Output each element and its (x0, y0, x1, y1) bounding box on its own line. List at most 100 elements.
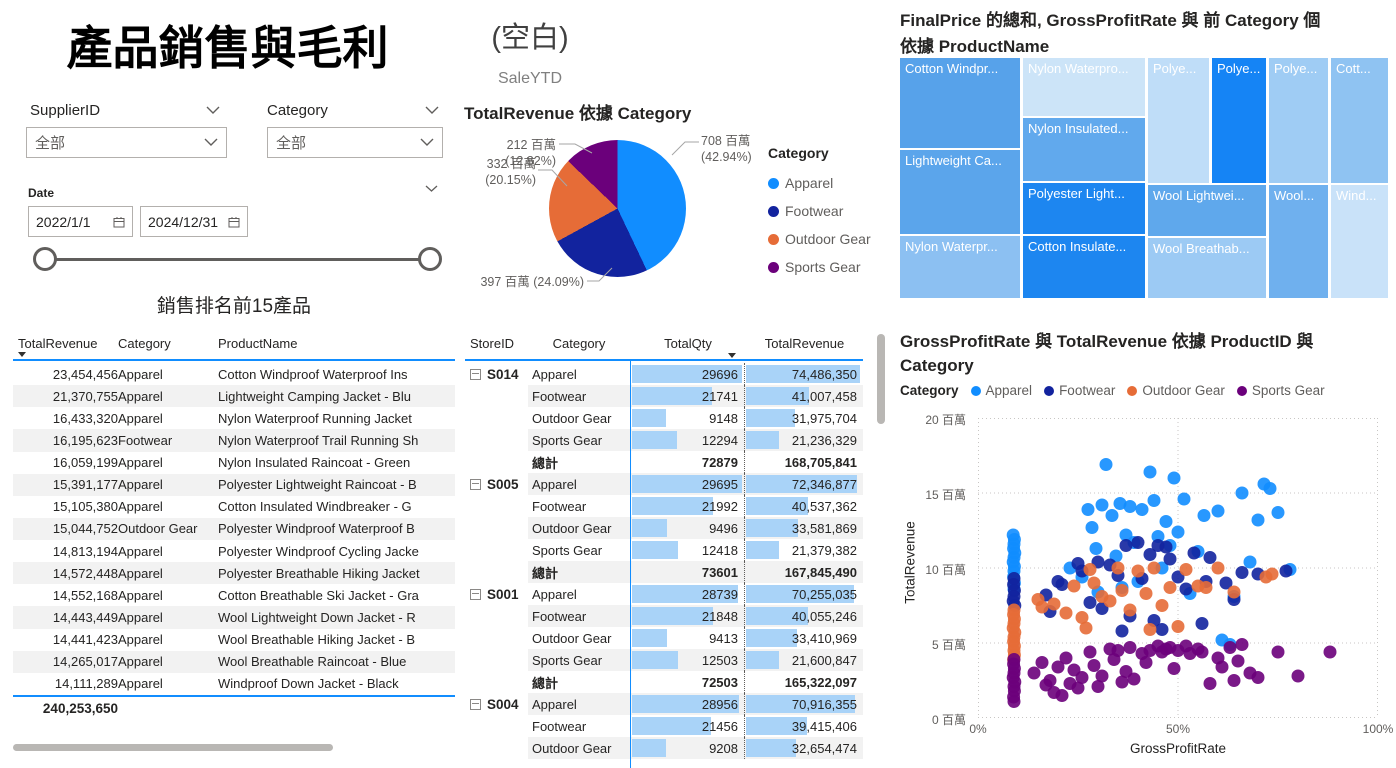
scatter-point[interactable] (1139, 587, 1153, 600)
scatter-legend-item-apparel[interactable]: Apparel (959, 383, 1032, 398)
scatter-point[interactable] (1079, 621, 1093, 635)
table-row[interactable]: 16,433,320 Apparel Nylon Waterproof Runnin… (13, 407, 455, 430)
table-row[interactable]: 14,572,448 Apparel Polyester Breathable Hi… (13, 562, 455, 585)
treemap-cell[interactable]: Polye... (1148, 58, 1209, 183)
scatter-point[interactable] (1119, 539, 1133, 552)
treemap-cell[interactable]: Wool Lightwei... (1148, 185, 1266, 236)
scatter-point[interactable] (1215, 660, 1229, 674)
scatter-point[interactable] (1103, 594, 1117, 608)
chevron-down-icon[interactable] (425, 185, 438, 193)
scatter-point[interactable] (1111, 644, 1125, 657)
table-row[interactable]: 14,111,289 Apparel Windproof Down Jacket -… (13, 672, 455, 695)
scatter-point[interactable] (1081, 503, 1095, 516)
table-row[interactable]: 14,443,449 Apparel Wool Lightweight Down J… (13, 606, 455, 629)
scatter-point[interactable] (1147, 494, 1161, 507)
scatter-point[interactable] (1155, 623, 1169, 636)
scatter-point[interactable] (1043, 674, 1057, 687)
scatter-point[interactable] (1227, 585, 1241, 599)
matrix-row[interactable]: Outdoor Gear 9208 32,654,474 (465, 737, 863, 759)
matrix-row[interactable]: Footwear 21741 41,007,458 (465, 385, 863, 407)
scatter-point[interactable] (1159, 540, 1173, 554)
collapse-icon[interactable] (470, 698, 481, 710)
table-header-totalrevenue[interactable]: TotalRevenue (18, 336, 98, 351)
matrix-header-category[interactable]: Category (552, 336, 606, 351)
table-header-productname[interactable]: ProductName (218, 336, 298, 351)
scatter-point[interactable] (1263, 482, 1277, 495)
treemap-cell[interactable]: Wool Breathab... (1148, 238, 1266, 298)
scatter-legend-item-sports-gear[interactable]: Sports Gear (1225, 383, 1325, 398)
collapse-icon[interactable] (470, 478, 481, 490)
category-slicer-dropdown[interactable]: 全部 (267, 127, 443, 158)
scatter-point[interactable] (1083, 596, 1097, 609)
scatter-point[interactable] (1115, 584, 1129, 597)
scatter-point[interactable] (1123, 603, 1137, 617)
matrix-total-row[interactable]: 總計 73601 167,845,490 (465, 561, 863, 583)
scatter-point[interactable] (1055, 578, 1069, 591)
scatter-point[interactable] (1075, 611, 1089, 624)
supplier-slicer-dropdown[interactable]: 全部 (26, 127, 227, 158)
matrix-row[interactable]: Outdoor Gear 9496 33,581,869 (465, 517, 863, 539)
treemap-cell[interactable]: Cotton Insulate... (1023, 236, 1145, 298)
chevron-down-icon[interactable] (420, 138, 434, 147)
scatter-point[interactable] (1051, 660, 1065, 674)
treemap-cell[interactable]: Wool... (1269, 185, 1328, 298)
scatter-point[interactable] (1231, 654, 1245, 668)
table-row[interactable]: 16,195,623 Footwear Nylon Waterproof Trail… (13, 429, 455, 452)
scatter-point[interactable] (1115, 675, 1129, 689)
chevron-down-icon[interactable] (425, 106, 439, 115)
scatter-point[interactable] (1115, 624, 1129, 638)
scatter-point[interactable] (1035, 656, 1049, 669)
scatter-point[interactable] (1323, 645, 1337, 659)
scatter-point[interactable] (1163, 552, 1177, 566)
matrix-row[interactable]: S004 Apparel 28956 70,916,355 (465, 693, 863, 715)
scatter-point[interactable] (1195, 617, 1209, 630)
collapse-icon[interactable] (470, 588, 481, 600)
matrix-row[interactable]: S001 Apparel 28739 70,255,035 (465, 583, 863, 605)
scatter-point[interactable] (1279, 564, 1293, 578)
scatter-point[interactable] (1179, 582, 1193, 596)
scatter-point[interactable] (1111, 561, 1125, 575)
scatter-point[interactable] (1199, 581, 1213, 594)
scatter-point[interactable] (1179, 563, 1193, 576)
scatter-point[interactable] (1195, 645, 1209, 659)
table-row[interactable]: 14,441,423 Apparel Wool Breathable Hiking … (13, 628, 455, 651)
treemap-cell[interactable]: Nylon Insulated... (1023, 118, 1145, 181)
chevron-down-icon[interactable] (206, 106, 220, 115)
matrix-row[interactable]: Sports Gear 12503 21,600,847 (465, 649, 863, 671)
treemap-cell[interactable]: Polyester Light... (1023, 183, 1145, 234)
chevron-down-icon[interactable] (204, 138, 218, 147)
matrix-header-totalrevenue[interactable]: TotalRevenue (764, 336, 845, 351)
scatter-point[interactable] (1235, 486, 1249, 500)
legend-item-sports-gear[interactable]: Sports Gear (768, 253, 871, 281)
scatter-point[interactable] (1187, 546, 1201, 560)
scatter-point[interactable] (1095, 498, 1109, 512)
table-row[interactable]: 15,391,177 Apparel Polyester Lightweight R… (13, 473, 455, 496)
scatter-point[interactable] (1219, 576, 1233, 590)
scatter-point[interactable] (1143, 623, 1157, 636)
scatter-point[interactable] (1067, 579, 1081, 593)
matrix-total-row[interactable]: 總計 72503 165,322,097 (465, 671, 863, 693)
scatter-point[interactable] (1235, 638, 1249, 651)
matrix-row[interactable]: Footwear 21992 40,537,362 (465, 495, 863, 517)
scatter-point[interactable] (1075, 671, 1089, 684)
matrix-header-totalqty[interactable]: TotalQty (664, 336, 712, 351)
scatter-point[interactable] (1085, 521, 1099, 534)
scatter-point[interactable] (1135, 503, 1149, 516)
scatter-point[interactable] (1271, 506, 1285, 519)
scatter-point[interactable] (1243, 555, 1257, 569)
scatter-point[interactable] (1055, 689, 1069, 702)
scatter-point[interactable] (1265, 567, 1279, 581)
legend-item-apparel[interactable]: Apparel (768, 169, 871, 197)
scatter-point[interactable] (1177, 492, 1191, 506)
table-row[interactable]: 23,454,456 Apparel Cotton Windproof Waterp… (13, 363, 455, 386)
scatter-point[interactable] (1087, 576, 1101, 590)
vertical-scrollbar[interactable] (877, 334, 885, 424)
date-range-slider-handle-end[interactable] (418, 247, 442, 271)
scatter-point[interactable] (1203, 677, 1217, 690)
scatter-point[interactable] (1123, 500, 1137, 513)
scatter-point[interactable] (1211, 504, 1225, 518)
date-end-input[interactable]: 2024/12/31 (140, 206, 248, 237)
date-range-slider-track[interactable] (45, 258, 430, 261)
scatter-point[interactable] (1083, 563, 1097, 576)
scatter-point[interactable] (1197, 509, 1211, 522)
